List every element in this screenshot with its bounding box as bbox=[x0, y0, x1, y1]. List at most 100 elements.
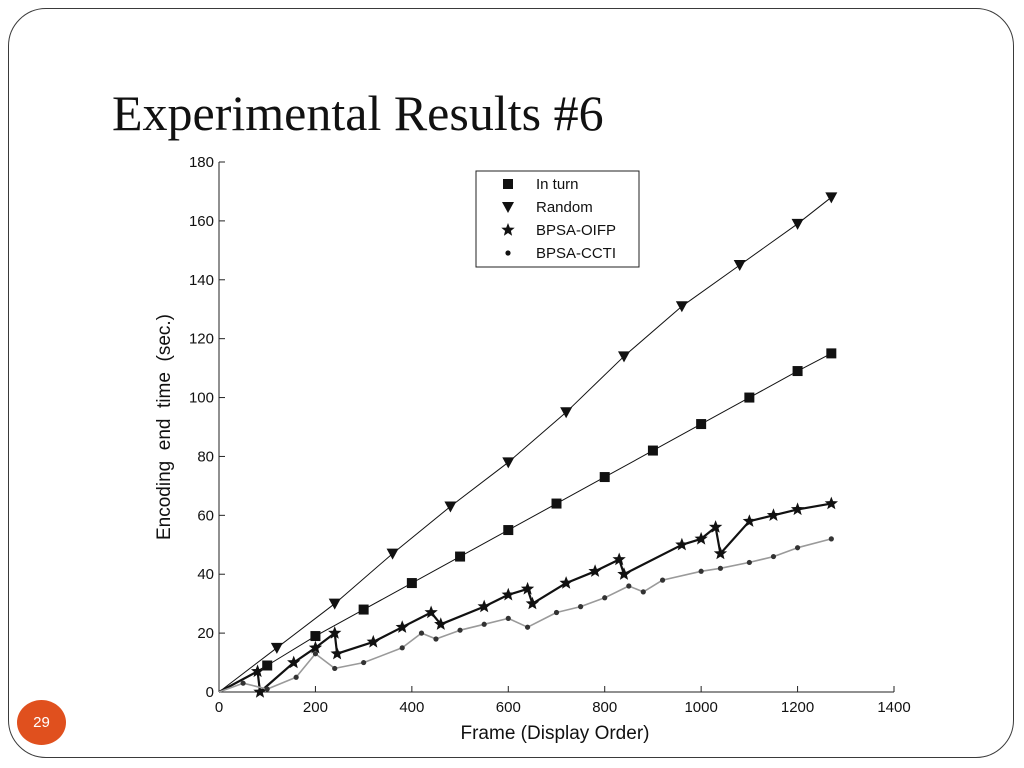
data-point-in-turn bbox=[503, 525, 514, 536]
data-point-bpsa-ccti bbox=[418, 630, 425, 636]
data-point-in-turn bbox=[696, 419, 707, 430]
legend-marker-in-turn bbox=[503, 179, 513, 189]
data-point-in-turn bbox=[744, 392, 755, 403]
data-point-bpsa-ccti bbox=[361, 659, 367, 666]
data-point-bpsa-ccti bbox=[659, 577, 666, 583]
data-point-bpsa-ccti bbox=[312, 651, 319, 657]
y-axis-label: Encoding end time (sec.) bbox=[154, 314, 175, 540]
data-point-bpsa-ccti bbox=[433, 636, 439, 642]
data-point-bpsa-oifp bbox=[612, 552, 626, 566]
series-bpsa-ccti bbox=[218, 536, 834, 693]
data-point-bpsa-oifp bbox=[424, 605, 438, 619]
legend-marker-random bbox=[502, 202, 514, 213]
data-point-bpsa-oifp bbox=[434, 617, 448, 630]
y-tick-label: 180 bbox=[189, 154, 214, 171]
data-point-bpsa-oifp bbox=[501, 587, 515, 601]
legend-marker-bpsa-oifp bbox=[501, 223, 515, 236]
x-tick-label: 600 bbox=[496, 699, 521, 716]
data-point-in-turn bbox=[455, 551, 466, 562]
data-point-in-turn bbox=[551, 498, 562, 509]
data-point-random bbox=[791, 218, 804, 230]
data-point-random bbox=[825, 192, 838, 204]
data-point-bpsa-ccti bbox=[717, 565, 724, 571]
data-point-bpsa-oifp bbox=[559, 576, 573, 589]
data-point-bpsa-ccti bbox=[240, 680, 246, 686]
data-point-bpsa-ccti bbox=[602, 595, 608, 601]
data-point-bpsa-ccti bbox=[293, 674, 299, 680]
data-point-bpsa-oifp bbox=[287, 655, 301, 669]
data-point-bpsa-ccti bbox=[524, 624, 531, 630]
data-point-bpsa-oifp bbox=[824, 496, 838, 510]
data-point-bpsa-oifp bbox=[520, 581, 535, 595]
slide-title: Experimental Results #6 bbox=[112, 85, 604, 141]
data-point-bpsa-oifp bbox=[708, 520, 723, 533]
data-point-bpsa-oifp bbox=[328, 626, 342, 639]
data-point-random bbox=[733, 260, 746, 272]
data-point-in-turn bbox=[826, 348, 837, 359]
y-tick-label: 100 bbox=[189, 390, 214, 407]
x-tick-label: 800 bbox=[592, 699, 617, 716]
x-axis-label: Frame (Display Order) bbox=[461, 723, 650, 744]
data-point-random bbox=[502, 457, 515, 469]
series-bpsa-oifp bbox=[218, 496, 838, 698]
x-tick-label: 1000 bbox=[684, 699, 717, 716]
y-tick-label: 80 bbox=[197, 448, 214, 465]
data-point-random bbox=[618, 351, 630, 363]
y-tick-label: 120 bbox=[189, 331, 214, 348]
data-point-random bbox=[386, 548, 399, 560]
data-point-bpsa-oifp bbox=[713, 546, 728, 560]
data-point-bpsa-oifp bbox=[253, 685, 267, 698]
data-point-bpsa-ccti bbox=[264, 686, 270, 692]
y-tick-label: 140 bbox=[189, 272, 214, 289]
data-point-bpsa-oifp bbox=[694, 531, 708, 545]
data-point-bpsa-oifp bbox=[525, 596, 540, 610]
data-point-bpsa-ccti bbox=[698, 568, 704, 574]
x-tick-label: 1400 bbox=[877, 699, 910, 716]
data-point-bpsa-oifp bbox=[366, 634, 380, 648]
x-tick-label: 200 bbox=[303, 699, 328, 716]
chart-axes: 0 20 40 60 80 100 120 140 160 180 0 200 400 600 800 100… bbox=[189, 154, 911, 716]
data-point-in-turn bbox=[792, 366, 803, 377]
data-point-bpsa-oifp bbox=[790, 502, 805, 516]
legend-label-bpsa-oifp: BPSA-OIFP bbox=[536, 222, 616, 239]
series-random bbox=[218, 192, 838, 693]
data-point-bpsa-ccti bbox=[505, 615, 511, 621]
series-line-bpsa-ccti bbox=[218, 538, 832, 693]
data-point-bpsa-ccti bbox=[457, 627, 463, 633]
data-point-bpsa-oifp bbox=[250, 664, 265, 678]
y-tick-label: 20 bbox=[197, 625, 214, 642]
page-number-badge: 29 bbox=[17, 700, 66, 745]
data-point-bpsa-oifp bbox=[330, 646, 344, 660]
data-point-in-turn bbox=[262, 660, 273, 671]
data-point-bpsa-ccti bbox=[640, 589, 646, 595]
legend-marker-bpsa-ccti bbox=[505, 250, 511, 256]
x-tick-label: 1200 bbox=[781, 699, 814, 716]
data-point-in-turn bbox=[599, 472, 610, 483]
series-line-random bbox=[218, 196, 832, 693]
data-point-bpsa-ccti bbox=[332, 665, 338, 672]
series-line-in-turn bbox=[218, 352, 832, 693]
data-point-bpsa-ccti bbox=[770, 553, 777, 560]
data-point-bpsa-oifp bbox=[395, 620, 409, 633]
data-point-bpsa-ccti bbox=[399, 645, 405, 651]
data-point-random bbox=[444, 501, 457, 513]
series-in-turn bbox=[218, 348, 837, 693]
data-point-random bbox=[328, 598, 341, 610]
data-point-bpsa-oifp bbox=[766, 508, 781, 521]
y-tick-label: 60 bbox=[197, 507, 214, 524]
data-point-random bbox=[560, 407, 573, 419]
data-point-bpsa-ccti bbox=[828, 536, 834, 542]
data-point-in-turn bbox=[406, 578, 417, 589]
data-point-bpsa-oifp bbox=[477, 599, 491, 613]
data-point-bpsa-ccti bbox=[794, 545, 801, 551]
chart-series-layer bbox=[218, 192, 838, 698]
x-tick-label: 400 bbox=[399, 699, 424, 716]
data-point-in-turn bbox=[647, 445, 658, 456]
series-line-bpsa-oifp bbox=[218, 502, 832, 694]
slide-frame bbox=[8, 8, 1014, 758]
data-point-bpsa-oifp bbox=[675, 537, 689, 551]
data-point-in-turn bbox=[358, 604, 369, 615]
y-tick-label: 0 bbox=[206, 684, 214, 701]
y-tick-label: 40 bbox=[197, 566, 214, 583]
